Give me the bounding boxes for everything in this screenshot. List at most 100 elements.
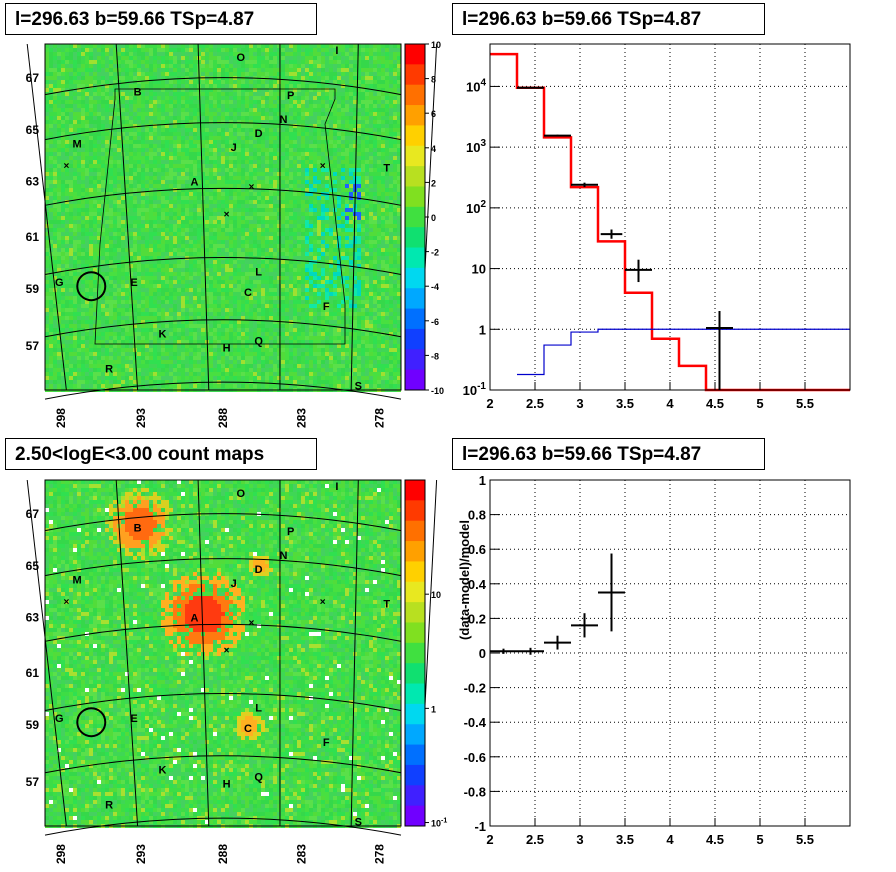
x-tick-label: 283 [294,408,308,428]
source-label-o: O [237,52,246,64]
y-tick-label: -0.6 [464,750,486,765]
source-label-f: F [323,737,330,749]
longitude-line [115,43,139,391]
target-circle [76,271,107,302]
source-marker: × [63,161,69,172]
source-label-c: C [244,723,252,735]
source-label-i: I [335,481,338,493]
colorbar-tick-label: 10-1 [431,818,447,829]
y-tick-label: 65 [26,559,40,573]
latitude-arc [44,257,402,276]
longitude-line [350,479,359,827]
y-tick-label: 103 [466,138,486,155]
y-tick-label: 102 [466,199,486,216]
latitude-arc [44,513,402,532]
colorbar-tick-label: 6 [431,109,436,119]
y-tick-label: 57 [26,339,40,353]
y-tick-label: 59 [26,282,40,296]
x-tick-label: 288 [216,408,230,428]
y-tick-label: 1 [479,322,486,337]
colorbar: 10 1 10-1 [404,479,447,829]
x-tick-label: 2.5 [526,396,544,411]
y-tick-label: -0.8 [464,784,486,799]
source-label-f: F [323,301,330,313]
x-tick-label: 3.5 [616,396,634,411]
map-frame [44,43,402,391]
latitude-arc [44,381,402,400]
x-tick-label: 2 [486,832,493,847]
colorbar-tick-label: 0 [431,213,436,223]
x-tick-label: 3 [576,832,583,847]
latitude-arc [44,122,402,141]
colorbar-tick-label: 1 [431,704,436,714]
source-label-h: H [223,343,231,355]
source-label-b: B [134,523,142,535]
x-tick-label: 4.5 [706,396,724,411]
spectrum-plot [489,43,851,392]
count-map-plot: O I B PN D M J T A G E LC F K H Q R S × × × × [26,479,438,836]
longitude-line [115,479,139,827]
source-label-d: D [255,564,263,576]
source-label-q: Q [254,772,263,784]
longitude-line [350,43,359,391]
source-label-g: G [55,277,64,289]
source-label-p: P [287,526,294,538]
count-map-title: 2.50<logE<3.00 count maps [5,438,317,470]
colorbar-tick-label: 2 [431,178,436,188]
latitude-arc [44,755,402,774]
source-label-l: L [255,702,262,714]
colorbar-tick-label: 10 [431,590,441,600]
source-label-s: S [355,381,362,393]
source-label-b: B [134,87,142,99]
x-tick-label: 2 [486,396,493,411]
x-tick-label: 293 [134,408,148,428]
y-tick-label: 63 [26,611,40,625]
source-label-g: G [55,713,64,725]
x-tick-label: 283 [294,844,308,864]
latitude-arc [44,817,402,836]
source-label-j: J [231,142,237,154]
y-tick-label: 61 [26,230,40,244]
x-tick-label: 288 [216,844,230,864]
source-label-s: S [355,817,362,829]
spectrum-title: l=296.63 b=59.66 TSp=4.87 [452,3,765,35]
longitude-line [26,43,67,391]
source-label-i: I [335,45,338,57]
source-label-n: N [280,114,288,126]
colorbar-frame [404,479,426,827]
y-tick-label: 0.8 [468,508,486,523]
source-label-k: K [159,329,167,341]
x-tick-label: 4 [666,396,674,411]
colorbar-tick-label: -6 [431,317,439,327]
source-label-t: T [383,163,390,175]
source-label-a: A [191,176,199,188]
x-tick-label: 3 [576,396,583,411]
residual-map-title: l=296.63 b=59.66 TSp=4.87 [5,3,317,35]
map-frame [44,479,402,827]
source-label-e: E [130,713,137,725]
source-label-r: R [105,799,113,811]
source-marker: × [249,182,255,193]
residual-ratio-title: l=296.63 b=59.66 TSp=4.87 [452,438,765,470]
source-label-l: L [255,266,262,278]
source-label-j: J [231,578,237,590]
latitude-arc [44,319,402,338]
source-label-c: C [244,287,252,299]
colorbar-tick-label: 8 [431,75,436,85]
x-tick-label: 298 [54,844,68,864]
y-tick-label: 10 [472,262,486,277]
x-tick-label: 278 [373,408,387,428]
y-tick-label: 10-1 [463,381,487,398]
x-tick-label: 5 [756,832,763,847]
colorbar-tick-label: -8 [431,351,439,361]
y-tick-label: -0.2 [464,681,486,696]
x-tick-label: 2.5 [526,832,544,847]
y-tick-label: 67 [26,507,40,521]
longitude-line [197,479,210,827]
residual-map-plot: O I B PN D M J T A G E LC F K H Q R S × × × × [26,43,438,400]
colorbar-tick-label: 4 [431,144,436,154]
x-tick-label: 5.5 [796,396,814,411]
x-tick-label: 293 [134,844,148,864]
x-tick-label: 5 [756,396,763,411]
